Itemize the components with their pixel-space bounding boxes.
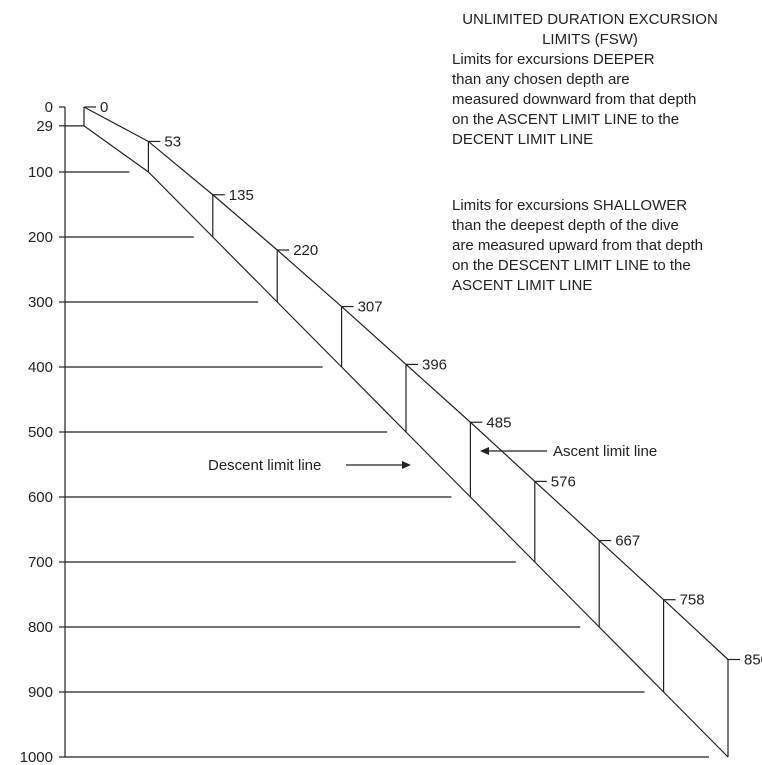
- ascent-limit-value-label: 667: [615, 533, 640, 550]
- descent-limit-line: [83, 125, 729, 758]
- ascent-limit-labels: 0 53 135 220 307 396 485 576 667 758 850: [84, 99, 762, 669]
- ascent-limit-value-label: 307: [358, 299, 383, 316]
- ascent-limit-value-label: 135: [229, 187, 254, 204]
- deeper-note-line: than any chosen depth are: [452, 71, 630, 88]
- diagram-title-line-1: UNLIMITED DURATION EXCURSION: [462, 11, 718, 28]
- shallower-note-line: are measured upward from that depth: [452, 237, 703, 254]
- depth-axis-ticks: 0 29 100 200 300 400 500 600 700 800 900 1000: [20, 99, 65, 765]
- ascent-limit-value-label: 220: [293, 242, 318, 259]
- shallower-excursion-note: Limits for excursions SHALLOWER than the…: [452, 196, 757, 296]
- ascent-limit-value-label: 758: [680, 592, 705, 609]
- depth-tick-label: 700: [28, 554, 53, 571]
- ascent-limit-value-label: 396: [422, 356, 447, 373]
- deeper-note-line: DECENT LIMIT LINE: [452, 131, 594, 148]
- deeper-excursion-note: Limits for excursions DEEPER than any ch…: [452, 50, 757, 150]
- depth-tick-label: 600: [28, 489, 53, 506]
- ascent-limit-value-label: 0: [100, 99, 108, 116]
- diagram-title: UNLIMITED DURATION EXCURSION LIMITS (FSW…: [420, 10, 760, 50]
- descent-limit-line-label: Descent limit line: [208, 457, 321, 474]
- ascent-limit-line-arrowhead: [480, 447, 489, 455]
- deeper-note-line: on the ASCENT LIMIT LINE to the: [452, 111, 680, 128]
- depth-tick-label: 400: [28, 359, 53, 376]
- ascent-limit-value-label: 850: [744, 652, 762, 669]
- deeper-note-line: measured downward from that depth: [452, 91, 697, 108]
- ascent-limit-value-label: 53: [164, 133, 181, 150]
- excursion-steps: [83, 107, 729, 757]
- descent-limit-line-arrowhead: [402, 461, 411, 469]
- ascent-limit-line-label: Ascent limit line: [553, 443, 657, 460]
- shallower-note-line: on the DESCENT LIMIT LINE to the: [452, 257, 691, 274]
- depth-tick-label: 300: [28, 294, 53, 311]
- depth-tick-label: 500: [28, 424, 53, 441]
- shallower-note-line: Limits for excursions SHALLOWER: [452, 197, 688, 214]
- depth-tick-label: 800: [28, 619, 53, 636]
- ascent-limit-value-label: 576: [551, 473, 576, 490]
- depth-tick-label: 1000: [20, 749, 53, 765]
- deeper-note-line: Limits for excursions DEEPER: [452, 51, 655, 68]
- shallower-note-line: ASCENT LIMIT LINE: [452, 277, 593, 294]
- depth-tick-label: 100: [28, 164, 53, 181]
- ascent-limit-value-label: 485: [486, 414, 511, 431]
- shallower-note-line: than the deepest depth of the dive: [452, 217, 679, 234]
- depth-tick-label: 900: [28, 684, 53, 701]
- diagram-title-line-2: LIMITS (FSW): [542, 31, 638, 48]
- depth-tick-label: 200: [28, 229, 53, 246]
- depth-tick-label: 29: [36, 118, 53, 135]
- depth-tick-label: 0: [45, 99, 53, 116]
- depth-gridlines: [65, 125, 709, 758]
